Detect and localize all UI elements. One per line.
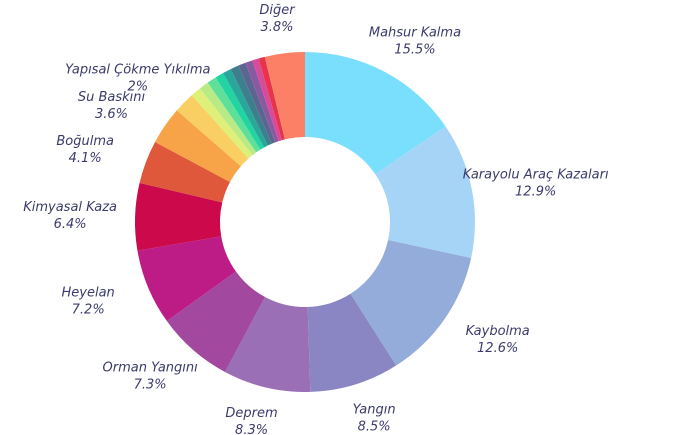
slice-label: Kimyasal Kaza bbox=[23, 200, 117, 215]
donut-slice bbox=[245, 60, 279, 143]
donut-slice bbox=[207, 77, 261, 153]
donut-slice bbox=[307, 293, 397, 392]
slice-value: 6.4% bbox=[54, 217, 87, 232]
slice-value: 15.5% bbox=[394, 42, 435, 57]
donut-slice bbox=[155, 110, 241, 182]
donut-slice bbox=[264, 52, 305, 140]
slice-value: 3.6% bbox=[95, 107, 128, 122]
slice-value: 2% bbox=[127, 79, 148, 94]
donut-slice bbox=[199, 82, 257, 156]
slice-label: Kaybolma bbox=[466, 324, 530, 339]
slice-label: Orman Yangını bbox=[103, 361, 199, 376]
slice-value: 3.8% bbox=[260, 20, 293, 35]
donut-slice bbox=[230, 65, 272, 146]
slice-label: Boğulma bbox=[56, 134, 114, 149]
donut-slice bbox=[137, 236, 236, 322]
donut-slice bbox=[238, 62, 276, 144]
donut-slice bbox=[252, 58, 282, 142]
donut-slice bbox=[223, 69, 268, 148]
slice-value: 7.3% bbox=[134, 378, 167, 393]
slice-label: Karayolu Araç Kazaları bbox=[463, 167, 609, 182]
slice-value: 12.9% bbox=[515, 184, 556, 199]
slice-value: 8.5% bbox=[358, 419, 391, 434]
donut-slice bbox=[375, 126, 475, 259]
donut-slice bbox=[135, 182, 223, 251]
donut-slice bbox=[258, 56, 285, 141]
donut-slice bbox=[166, 271, 265, 372]
slice-value: 4.1% bbox=[69, 151, 102, 166]
slice-value: 8.3% bbox=[235, 423, 268, 435]
slice-label: Mahsur Kalma bbox=[369, 25, 461, 40]
slice-label: Deprem bbox=[225, 406, 277, 421]
donut-slice bbox=[215, 73, 265, 150]
donut-slice bbox=[191, 88, 253, 159]
donut-slice bbox=[224, 296, 311, 392]
slice-label: Su Baskını bbox=[78, 90, 146, 105]
slice-label: Diğer bbox=[259, 3, 296, 18]
donut-slice bbox=[350, 240, 472, 366]
donut-slice bbox=[305, 52, 446, 175]
slice-value: 12.6% bbox=[477, 341, 518, 356]
donut-slice bbox=[176, 95, 249, 167]
donut-slice bbox=[139, 141, 231, 203]
slice-label: Yangın bbox=[353, 402, 396, 417]
slice-label: Yapısal Çökme Yıkılma bbox=[65, 62, 210, 77]
slice-value: 7.2% bbox=[72, 303, 105, 318]
slice-label: Heyelan bbox=[62, 286, 115, 301]
